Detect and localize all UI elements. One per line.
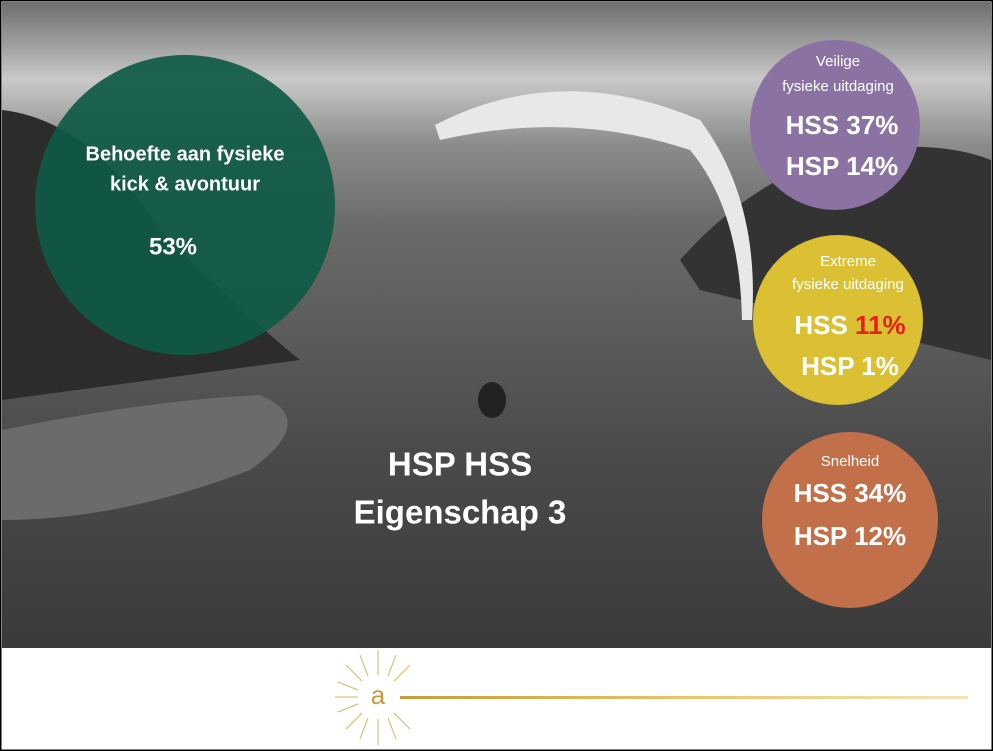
circle-line: HSP 12% bbox=[794, 521, 906, 551]
line-prefix: HSS bbox=[794, 310, 847, 340]
line-highlight: 11% bbox=[855, 310, 906, 340]
circle-line: HSS 11% bbox=[794, 310, 905, 340]
title: Eigenschap 3 bbox=[354, 494, 567, 531]
pilot bbox=[478, 382, 506, 418]
title: HSP HSS bbox=[388, 446, 532, 483]
gold-line bbox=[400, 696, 968, 699]
circle-line: HSP 1% bbox=[801, 351, 899, 381]
circle-heading: Veilige bbox=[816, 53, 860, 70]
circle-line: HSP 14% bbox=[786, 151, 898, 181]
logo-letter: a bbox=[371, 680, 386, 710]
circle-value: 53% bbox=[149, 233, 197, 260]
circle-heading: fysieke uitdaging bbox=[782, 78, 894, 95]
circle-green bbox=[35, 55, 335, 355]
circle-heading: Snelheid bbox=[821, 453, 879, 470]
circle-heading: kick & avontuur bbox=[110, 173, 260, 195]
circle-heading: Behoefte aan fysieke bbox=[86, 143, 285, 165]
slide: Behoefte aan fysieke kick & avontuur 53%… bbox=[0, 0, 993, 751]
circle-line: HSS 34% bbox=[794, 478, 907, 508]
circle-heading: fysieke uitdaging bbox=[792, 276, 904, 293]
circle-line: HSS 37% bbox=[786, 110, 899, 140]
circle-heading: Extreme bbox=[820, 253, 876, 270]
